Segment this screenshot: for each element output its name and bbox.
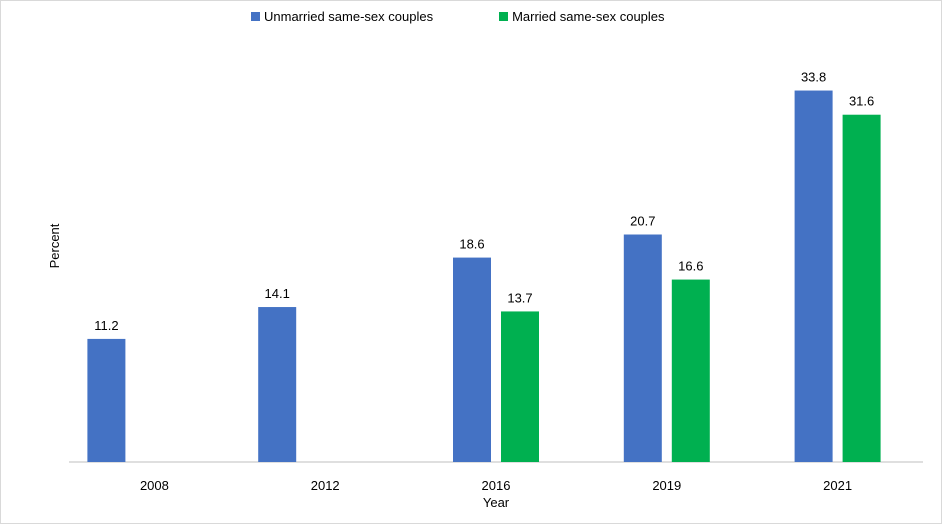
- data-label-unmarried-2008: 11.2: [94, 318, 118, 333]
- data-label-unmarried-2021: 33.8: [801, 70, 826, 85]
- bar-married-2016: [501, 311, 539, 462]
- legend-label-unmarried: Unmarried same-sex couples: [264, 9, 434, 24]
- bar-unmarried-2021: [794, 90, 833, 463]
- x-tick-label-2008: 2008: [140, 478, 169, 493]
- data-label-unmarried-2016: 18.6: [459, 237, 484, 252]
- data-label-married-2021: 31.6: [849, 94, 874, 109]
- x-tick-label-2012: 2012: [311, 478, 340, 493]
- legend: Unmarried same-sex couples Married same-…: [251, 9, 665, 24]
- legend-swatch-unmarried: [251, 12, 260, 21]
- legend-item-married: Married same-sex couples: [499, 9, 665, 24]
- legend-item-unmarried: Unmarried same-sex couples: [251, 9, 433, 24]
- x-tick-label-2021: 2021: [823, 478, 852, 493]
- data-label-unmarried-2019: 20.7: [630, 214, 655, 229]
- x-tick-label-2016: 2016: [482, 478, 511, 493]
- bar-unmarried-2019: [623, 234, 662, 462]
- data-label-unmarried-2012: 14.1: [265, 286, 290, 301]
- bar-unmarried-2008: [87, 338, 126, 462]
- x-tick-label-2019: 2019: [652, 478, 681, 493]
- bar-married-2019: [671, 279, 710, 462]
- legend-swatch-married: [499, 12, 509, 21]
- bar-unmarried-2016: [453, 257, 491, 462]
- bar-unmarried-2012: [258, 307, 297, 462]
- data-label-married-2019: 16.6: [678, 259, 703, 274]
- x-axis-title: Year: [483, 495, 510, 510]
- bar-married-2021: [842, 114, 881, 462]
- data-label-married-2016: 13.7: [507, 290, 532, 305]
- legend-label-married: Married same-sex couples: [512, 9, 665, 24]
- y-axis-title: Percent: [47, 223, 62, 268]
